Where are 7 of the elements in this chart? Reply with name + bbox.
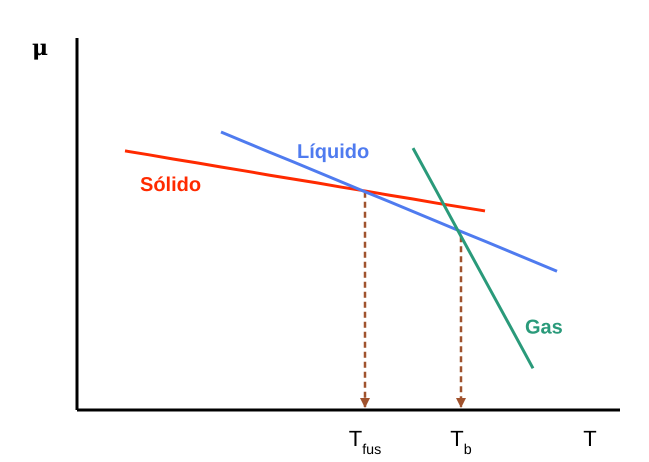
x-tick-label: T$_{fus}$ [348,426,382,458]
series-label: Sólido [140,174,202,196]
x-tick-label: T$_{b}$ [450,426,472,458]
x-axis-title: T [583,426,597,451]
series-label: Líquido [297,140,370,163]
series-label: Gas [525,316,563,338]
y-axis-title: μ [32,35,48,61]
